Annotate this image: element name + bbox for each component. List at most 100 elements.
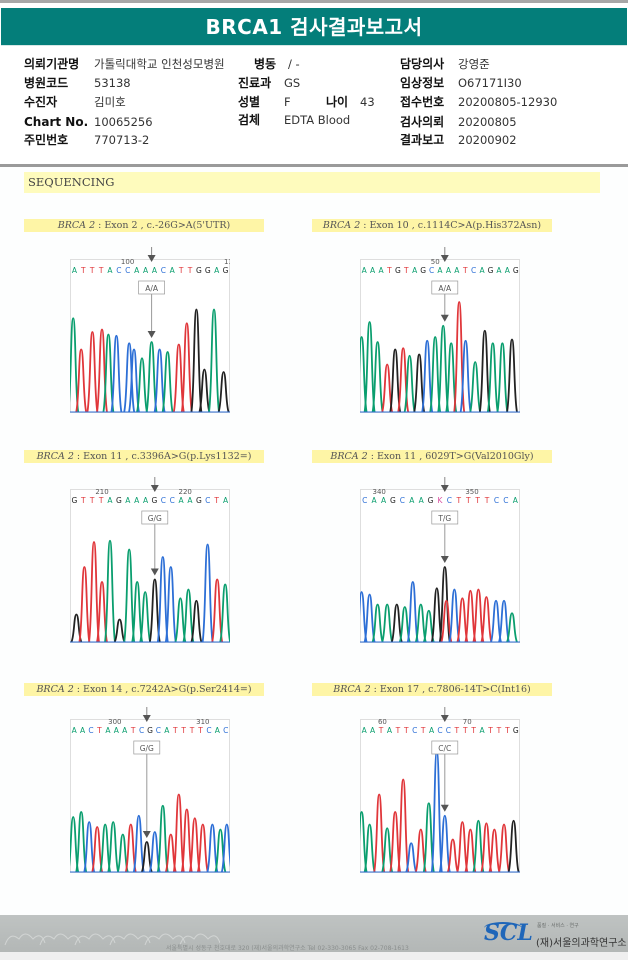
base-call: T xyxy=(197,726,203,735)
trace-peak xyxy=(128,348,140,413)
chromatogram-plot: 10011ATTTACCAAACATTGGAGA/A xyxy=(70,247,230,413)
field-value: 10065256 xyxy=(94,115,153,129)
field-request-date: 검사의뢰 20200805 xyxy=(400,113,517,131)
trace-peak xyxy=(478,329,491,413)
trace-peak xyxy=(201,543,214,643)
base-call: A xyxy=(125,496,131,505)
peak-arrow-icon xyxy=(440,314,449,322)
base-call: A xyxy=(370,266,376,275)
panel-caption: BRCA 2 : Exon 11 , 6029T>G(Val2010Gly) xyxy=(312,450,552,463)
base-call: C xyxy=(125,266,130,275)
base-call: A xyxy=(164,726,170,735)
base-call: T xyxy=(496,726,502,735)
base-call: C xyxy=(447,496,452,505)
base-call: C xyxy=(437,726,442,735)
position-tick-label: 340 xyxy=(373,488,386,496)
trace-peak xyxy=(381,603,394,643)
base-call: C xyxy=(161,266,166,275)
trace-peak xyxy=(498,599,510,643)
field-specimen: 검체 EDTA Blood xyxy=(238,111,350,129)
trace-peak xyxy=(132,814,145,873)
trace-peak xyxy=(390,603,403,643)
panel-caption: BRCA 2 : Exon 10 , c.1114C>A(p.His372Asn… xyxy=(312,219,552,232)
trace-peak xyxy=(430,587,443,643)
trace-peak xyxy=(373,793,386,873)
trace-peak xyxy=(206,823,219,873)
logo-arc-icon xyxy=(484,922,522,934)
base-call: A xyxy=(387,726,393,735)
chromatogram-plot: 50A A A T G T A G C A A A T C A G A A GA/A xyxy=(360,247,520,413)
trace-peak xyxy=(83,821,96,873)
base-call: A xyxy=(412,266,418,275)
trace-peak xyxy=(422,802,435,873)
trace-peak xyxy=(480,822,493,873)
trace-peak xyxy=(403,354,416,413)
base-call: T xyxy=(403,726,409,735)
report-title: BRCA1 검사결과보고서 xyxy=(1,8,627,46)
base-call: A xyxy=(223,496,229,505)
base-call: A xyxy=(105,726,111,735)
field-value: / - xyxy=(288,57,300,71)
marker-arrow-icon xyxy=(142,715,151,722)
base-call: T xyxy=(213,496,219,505)
base-call: A xyxy=(72,726,78,735)
trace-peak xyxy=(208,308,220,413)
section-title: SEQUENCING xyxy=(24,172,600,193)
variant-desc: : Exon 17 , c.7806-14T>C(Int16) xyxy=(370,684,531,695)
trace-peak xyxy=(440,599,453,643)
base-call: A xyxy=(107,266,113,275)
position-tick-label: 60 xyxy=(378,718,387,726)
base-call: G xyxy=(147,726,153,735)
trace-peak xyxy=(371,341,384,413)
field-value: 20200902 xyxy=(458,133,517,147)
trace-peak xyxy=(464,589,477,643)
base-call: C xyxy=(362,496,367,505)
base-call: T xyxy=(187,266,193,275)
base-call: A xyxy=(134,496,140,505)
chromatogram: 50 A A A T G T A G C A A A T C A G A A G A/A xyxy=(360,247,520,417)
trace-peak xyxy=(360,811,368,873)
base-call: C xyxy=(429,266,434,275)
trace-peak xyxy=(164,833,177,873)
trace-peak xyxy=(397,778,410,873)
base-call: C xyxy=(223,726,228,735)
base-call: C xyxy=(400,496,405,505)
base-call: A xyxy=(362,266,368,275)
field-label: 병원코드 xyxy=(24,76,69,90)
trace-peak xyxy=(456,597,469,643)
base-call: A xyxy=(134,266,140,275)
field-label: 담당의사 xyxy=(400,57,445,71)
window-top-border xyxy=(0,0,628,3)
trace-peak xyxy=(139,591,152,643)
trace-peak xyxy=(429,336,442,413)
cloud-pattern-decoration xyxy=(4,933,220,946)
footer-address: 서울특별시 성동구 천호대로 320 (재)서울의과학연구소 Tel 02-33… xyxy=(166,945,409,952)
base-call: G xyxy=(152,496,158,505)
base-call: A xyxy=(370,726,376,735)
window-bottom-strip xyxy=(0,952,628,960)
trace-peak xyxy=(196,823,209,873)
trace-peak xyxy=(360,336,368,413)
field-report-date: 결과보고 20200902 xyxy=(400,131,517,149)
trace-peak xyxy=(172,343,185,413)
base-call: T xyxy=(180,726,186,735)
trace-peak xyxy=(182,588,195,643)
gene-name: BRCA 2 xyxy=(333,684,371,695)
base-call: A xyxy=(480,726,486,735)
trace-peak xyxy=(148,578,161,643)
trace-peak xyxy=(446,838,459,873)
gene-name: BRCA 2 xyxy=(36,684,74,695)
trace-peak xyxy=(398,606,411,643)
marker-arrow-icon xyxy=(440,485,449,492)
trace-peak xyxy=(437,324,450,413)
base-call: T xyxy=(487,726,493,735)
chromatogram-plot: 60 70A A T A T T C T A C C T T T A T T T GC/C xyxy=(360,707,520,873)
position-tick-label: 50 xyxy=(431,258,440,266)
genotype-label: C/C xyxy=(438,744,451,753)
base-call: T xyxy=(470,726,476,735)
gene-name: BRCA 2 xyxy=(36,451,74,462)
trace-peak xyxy=(363,593,376,643)
base-call: C xyxy=(116,266,121,275)
trace-peak xyxy=(496,342,509,413)
